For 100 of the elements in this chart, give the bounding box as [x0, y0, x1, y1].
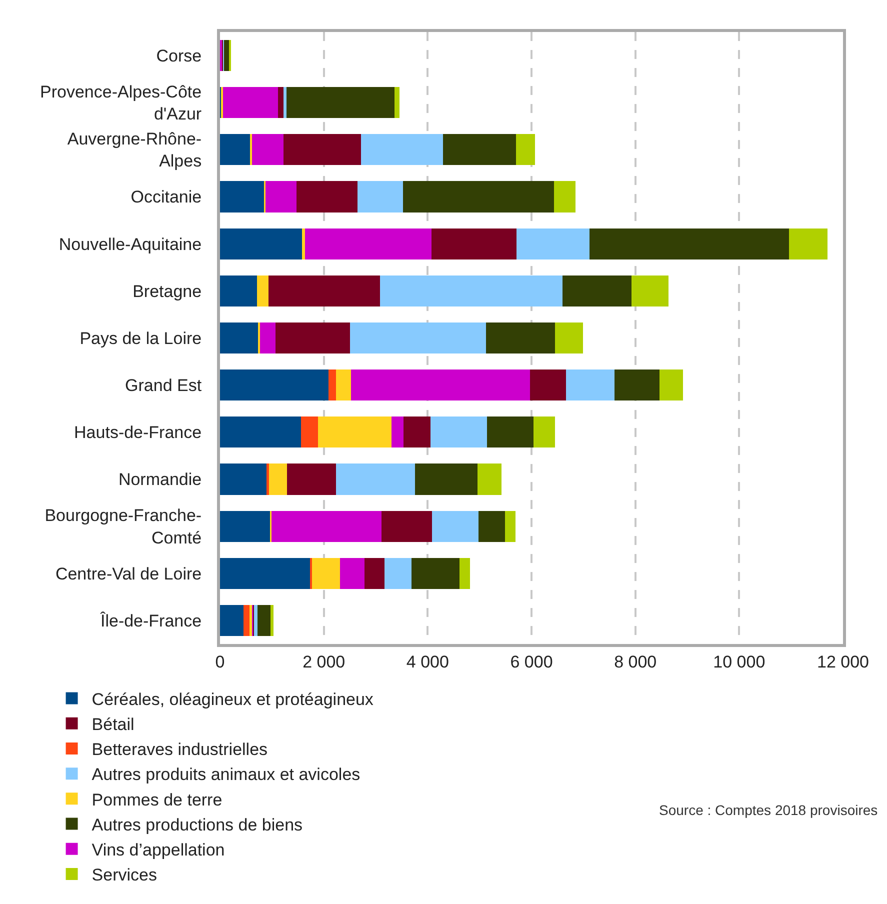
bar	[260, 322, 276, 354]
y-tick-label: Provence-Alpes-Côte d'Azur	[40, 82, 202, 124]
bar	[614, 370, 660, 401]
bar	[271, 510, 382, 542]
bar	[220, 604, 244, 636]
bar	[486, 416, 534, 448]
y-tick-label: Pays de la Loire	[80, 328, 202, 348]
x-tick-label: 10 000	[713, 652, 766, 672]
bar	[268, 464, 287, 495]
bar	[412, 558, 460, 589]
y-tick-label: Hauts-de-France	[74, 423, 202, 442]
x-tick-label: 4 000	[406, 652, 449, 672]
bar	[257, 604, 270, 636]
bar	[384, 558, 412, 589]
bar	[358, 181, 403, 212]
bar	[220, 322, 259, 354]
legend-label: Services	[92, 866, 157, 885]
bar	[432, 510, 479, 542]
bar	[554, 181, 576, 212]
bar	[361, 134, 444, 166]
bar	[276, 322, 350, 354]
bar	[286, 87, 394, 118]
bar	[431, 228, 516, 260]
bar	[336, 370, 351, 401]
legend-label: Betteraves industrielles	[92, 740, 268, 760]
bar	[505, 510, 516, 542]
bar	[223, 87, 278, 118]
bar	[220, 558, 310, 589]
bar	[391, 416, 404, 448]
bar	[305, 228, 432, 260]
bar	[328, 370, 336, 401]
x-tick-label: 12 000	[817, 652, 869, 672]
bar	[286, 464, 336, 495]
x-tick-label: 6 000	[510, 652, 553, 672]
y-tick-label: Auvergne-Rhône- Alpes	[67, 130, 202, 171]
y-tick-label: Grand Est	[125, 376, 202, 396]
bar	[443, 134, 516, 166]
bar	[478, 510, 506, 542]
bar	[300, 416, 318, 448]
bar	[220, 510, 270, 542]
source-note: Source : Comptes 2018 provisoires	[659, 802, 878, 818]
bar	[350, 370, 530, 401]
bar	[364, 558, 385, 589]
bar	[220, 134, 250, 166]
bar	[381, 510, 432, 542]
bar	[312, 558, 340, 589]
bar	[296, 181, 358, 212]
y-tick-label: Centre-Val de Loire	[55, 564, 202, 584]
y-tick-label: Bourgogne-Franche- Comté	[44, 506, 202, 548]
bar	[415, 464, 478, 495]
bar	[562, 275, 632, 306]
bar	[402, 181, 554, 212]
bar	[220, 181, 264, 212]
legend-label: Céréales, oléagineux et protéagineux	[92, 690, 374, 709]
bar	[516, 134, 536, 166]
bar	[566, 370, 615, 401]
y-tick-label: Bretagne	[132, 282, 202, 301]
bar	[336, 464, 416, 495]
y-tick-label: Île-de-France	[99, 611, 202, 630]
bar	[220, 416, 301, 448]
bar	[486, 322, 555, 354]
bar	[789, 228, 828, 260]
y-tick-label: Normandie	[118, 470, 202, 490]
bar	[268, 275, 380, 306]
bar	[318, 416, 392, 448]
legend-label: Bétail	[92, 715, 134, 734]
bar	[534, 416, 555, 448]
bar	[554, 322, 583, 354]
bar	[516, 228, 590, 260]
bar	[220, 464, 267, 495]
bar	[340, 558, 364, 589]
bar	[283, 87, 286, 118]
legend-label: Vins d’appellation	[92, 840, 225, 860]
x-tick-label: 2 000	[302, 652, 346, 672]
bar	[660, 370, 684, 401]
bar	[266, 181, 296, 212]
bar	[350, 322, 486, 354]
bar	[220, 275, 257, 306]
bar	[530, 370, 566, 401]
bar	[243, 604, 250, 636]
bar	[459, 558, 470, 589]
bar	[283, 134, 362, 166]
y-tick-label: Nouvelle-Aquitaine	[58, 234, 202, 254]
bar	[256, 275, 268, 306]
bar	[590, 228, 790, 260]
bar	[220, 370, 329, 401]
legend-label: Pommes de terre	[92, 790, 222, 810]
x-tick-label: 0	[215, 652, 225, 672]
y-tick-label: Occitanie	[130, 188, 202, 207]
bar	[254, 604, 258, 636]
bar	[380, 275, 563, 306]
bar	[632, 275, 669, 306]
legend-label: Autres produits animaux et avicoles	[92, 765, 360, 784]
x-tick-label: 8 000	[614, 652, 657, 672]
bar	[278, 87, 284, 118]
legend-label: Autres productions de biens	[92, 815, 303, 834]
bar	[478, 464, 502, 495]
bar	[430, 416, 487, 448]
bar	[394, 87, 400, 118]
y-tick-label: Corse	[156, 46, 202, 66]
